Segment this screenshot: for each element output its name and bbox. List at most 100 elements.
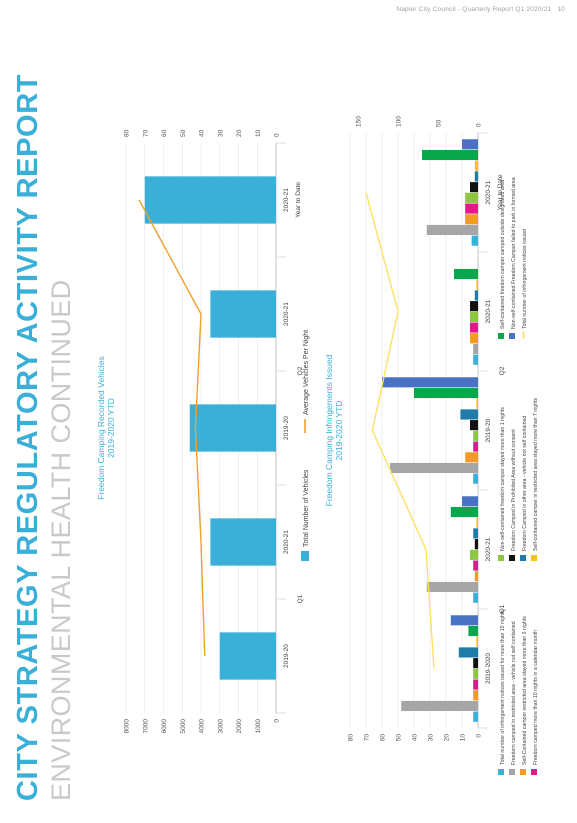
chart-title: Freedom Camping Infringements Issued (324, 354, 334, 506)
legend-swatch (520, 769, 526, 775)
bar (474, 290, 479, 301)
legend-label: Total number of infringement notices iss… (500, 610, 506, 765)
bar (450, 506, 479, 518)
bar (476, 279, 478, 290)
y-tick-label: 6000 (161, 719, 168, 734)
x-tick-label: 2020-21 (283, 188, 290, 212)
x-tick-label: 2020-21 (485, 299, 492, 323)
bar (454, 268, 478, 280)
y2-tick-label: 50 (436, 119, 443, 127)
bar (414, 387, 478, 399)
bar (462, 139, 478, 150)
legend-label: Total number of infringement notices iss… (522, 229, 528, 329)
bar (474, 571, 479, 582)
legend-swatch (520, 555, 526, 561)
x-tick-label: 2020-21 (485, 537, 492, 561)
report-subtitle: ENVIRONMENTAL HEALTH CONTINUED (46, 279, 76, 801)
bar (470, 333, 478, 344)
x-tick-label: 2019-2020 (485, 653, 492, 684)
x-tick-label: 2020-21 (485, 180, 492, 204)
bar (465, 203, 478, 214)
legend-label: Total Number of Vehicles (303, 469, 310, 547)
bar (390, 462, 478, 474)
bar (473, 679, 478, 690)
legend-label: Average Vehicles Per Night (303, 330, 310, 415)
legend-swatch (498, 555, 504, 561)
legend-swatch (301, 551, 309, 561)
y2-tick-label: 20 (236, 129, 243, 137)
vehicles-chart: Freedom Camping Recorded Vehicles 2019-20… (96, 129, 310, 734)
bar (426, 224, 479, 236)
x-tick-label: 2020-21 (283, 530, 290, 554)
legend-label: Non-self-contained Freedom Camper failed… (511, 177, 517, 329)
y2-tick-label: 100 (396, 116, 403, 127)
x-tick-label: 2019-20 (283, 644, 290, 668)
bar (473, 528, 478, 539)
bar (474, 171, 479, 182)
y2-tick-label: 60 (161, 129, 168, 137)
bar (473, 560, 478, 571)
bar (426, 581, 479, 593)
legend-label: Non-self-contained freedom camper stayed… (500, 407, 506, 551)
group-label: Q1 (297, 594, 304, 603)
legend-label: Self-contained freedom camper camped out… (500, 180, 506, 329)
group-label: Q1 (499, 604, 506, 613)
bar (473, 592, 478, 603)
legend-swatch (531, 555, 537, 561)
y-tick-label: 20 (444, 734, 451, 742)
bar (473, 711, 478, 722)
bar (465, 214, 478, 225)
page-number: 10 (557, 6, 565, 13)
legend-swatch (531, 769, 537, 775)
bar (473, 473, 478, 484)
group-label: Year to Date (497, 174, 504, 210)
bar (473, 668, 478, 679)
y-tick-label: 8000 (124, 719, 131, 734)
y2-tick-label: 0 (274, 133, 281, 137)
bar (210, 290, 276, 338)
series-line (365, 192, 435, 669)
bar (471, 235, 479, 246)
bar (210, 518, 276, 566)
bar (470, 182, 478, 193)
legend-swatch (498, 769, 504, 775)
y-tick-label: 1000 (255, 719, 262, 734)
legend-swatch (509, 333, 515, 339)
legend-label: Freedom Camped in Prohibited Area withou… (511, 429, 517, 551)
bar (470, 420, 478, 431)
legend-swatch (509, 555, 515, 561)
y2-tick-label: 70 (142, 129, 149, 137)
legend-label: Freedom camped in restricted area - vehi… (511, 621, 517, 765)
report-title: CITY STRATEGY REGULATORY ACTIVITY REPORT (12, 73, 44, 801)
y-tick-label: 30 (428, 734, 435, 742)
bar (422, 149, 478, 161)
y2-tick-label: 0 (476, 123, 483, 127)
bar (144, 176, 276, 224)
y-tick-label: 70 (364, 734, 371, 742)
bar (460, 409, 478, 420)
legend-label: Self-Contained camper restricted area st… (522, 616, 528, 765)
chart-subtitle: 2019-2020 YTD (106, 398, 116, 458)
y2-tick-label: 30 (217, 129, 224, 137)
bar (473, 690, 478, 701)
y-tick-label: 50 (396, 734, 403, 742)
bar (476, 636, 478, 647)
bar (382, 377, 478, 388)
bar (470, 301, 478, 312)
y-tick-label: 0 (274, 719, 281, 723)
y-tick-label: 7000 (142, 719, 149, 734)
group-label: Q2 (297, 366, 304, 375)
bar (465, 452, 478, 463)
y-tick-label: 4000 (199, 719, 206, 734)
bar (462, 496, 478, 507)
y-tick-label: 10 (460, 734, 467, 742)
x-tick-label: 2019-20 (485, 418, 492, 442)
page-header: Napier City Council - Quarterly Report Q… (396, 6, 565, 13)
bar (468, 625, 478, 637)
bar (473, 441, 478, 452)
bar (470, 311, 478, 322)
bar (189, 404, 276, 452)
bar (474, 160, 479, 171)
y2-tick-label: 150 (356, 116, 363, 127)
